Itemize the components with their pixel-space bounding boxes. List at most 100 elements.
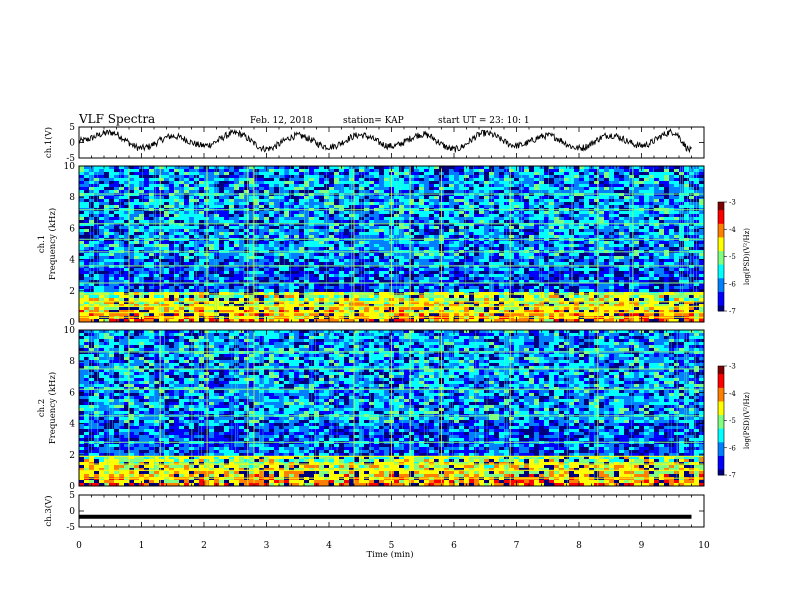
spectrogram-cell [144, 280, 150, 284]
spectrogram-cell [104, 169, 110, 173]
spectrogram-cell [234, 169, 240, 173]
spectrogram-cell [104, 229, 110, 233]
spectrogram-cell [124, 244, 130, 248]
spectrogram-cell [274, 241, 280, 245]
spectrogram-cell [244, 220, 250, 224]
spectrogram-cell [209, 319, 215, 323]
spectrogram-cell [314, 256, 320, 260]
spectrogram-cell [534, 256, 540, 260]
spectrogram-cell [174, 214, 180, 218]
spectrogram-cell [464, 268, 470, 272]
spectrogram-cell [184, 310, 190, 314]
spectrogram-cell [274, 298, 280, 302]
spectrogram-cell [234, 178, 240, 182]
spectrogram-cell [269, 295, 275, 299]
spectrogram-cell [544, 229, 550, 233]
spectrogram-cell [284, 259, 290, 263]
spectrogram-cell [454, 319, 460, 323]
spectrogram-cell [184, 319, 190, 323]
spectrogram-cell [354, 265, 360, 269]
spectrogram-cell [304, 196, 310, 200]
spectrogram-cell [314, 235, 320, 239]
spectrogram-cell [329, 226, 335, 230]
spectrogram-cell [144, 298, 150, 302]
spectrogram-cell [529, 178, 535, 182]
spectrogram-cell [84, 244, 90, 248]
spectrogram-cell [114, 172, 120, 176]
spectrogram-cell [249, 280, 255, 284]
spectrogram-cell [234, 253, 240, 257]
spectrogram-cell [544, 187, 550, 191]
spectrogram-cell [484, 313, 490, 317]
spectrogram-cell [119, 241, 125, 245]
spectrogram-cell [114, 169, 120, 173]
spectrogram-cell [529, 271, 535, 275]
spectrogram-cell [309, 178, 315, 182]
spectrogram-cell [474, 166, 480, 170]
spectrogram-cell [149, 226, 155, 230]
spectrogram-cell [184, 301, 190, 305]
spectrogram-cell [344, 196, 350, 200]
spectrogram-cell [384, 310, 390, 314]
spectrogram-cell [354, 232, 360, 236]
spectrogram-cell [494, 172, 500, 176]
spectrogram-cell [444, 247, 450, 251]
spectrogram-cell [539, 286, 545, 290]
spectrogram-cell [354, 169, 360, 173]
spectrogram-cell [124, 220, 130, 224]
spectrogram-cell [259, 175, 265, 179]
spectrogram-cell [449, 166, 455, 170]
spectrogram-cell [454, 265, 460, 269]
spectrogram-cell [429, 175, 435, 179]
spectrogram-cell [139, 226, 145, 230]
spectrogram-cell [429, 211, 435, 215]
spectrogram-cell [354, 172, 360, 176]
spectrogram-cell [184, 313, 190, 317]
spectrogram-cell [329, 319, 335, 323]
spectrogram-cell [399, 220, 405, 224]
spectrogram-cell [254, 277, 260, 281]
spectrogram-cell [239, 220, 245, 224]
spectrogram-cell [219, 178, 225, 182]
spectrogram-cell [479, 190, 485, 194]
spectrogram-cell [274, 169, 280, 173]
spectrogram-cell [314, 286, 320, 290]
spectrogram-cell [379, 226, 385, 230]
spectrogram-cell [459, 199, 465, 203]
spectrogram-cell [499, 295, 505, 299]
spectrogram-cell [279, 289, 285, 293]
spectrogram-cell [294, 235, 300, 239]
spectrogram-cell [234, 310, 240, 314]
spectrogram-cell [424, 172, 430, 176]
spectrogram-cell [359, 310, 365, 314]
spectrogram-cell [539, 226, 545, 230]
spectrogram-cell [494, 178, 500, 182]
spectrogram-cell [384, 268, 390, 272]
spectrogram-cell [379, 313, 385, 317]
spectrogram-cell [544, 268, 550, 272]
spectrogram-cell [454, 166, 460, 170]
spectrogram-cell [309, 241, 315, 245]
spectrogram-cell [99, 205, 105, 209]
spectrogram-cell [344, 289, 350, 293]
spectrogram-cell [79, 166, 85, 170]
spectrogram-cell [484, 223, 490, 227]
spectrogram-cell [244, 214, 250, 218]
spectrogram-cell [529, 214, 535, 218]
spectrogram-cell [269, 199, 275, 203]
spectrogram-cell [474, 286, 480, 290]
spectrogram-cell [509, 175, 515, 179]
spectrogram-cell [434, 283, 440, 287]
spectrogram-cell [104, 217, 110, 221]
spectrogram-cell [319, 274, 325, 278]
spectrogram-cell [239, 187, 245, 191]
spectrogram-cell [249, 307, 255, 311]
spectrogram-cell [269, 262, 275, 266]
spectrogram-cell [229, 256, 235, 260]
spectrogram-cell [539, 280, 545, 284]
spectrogram-cell [234, 196, 240, 200]
spectrogram-cell [449, 271, 455, 275]
spectrogram-cell [94, 190, 100, 194]
spectrogram-cell [424, 310, 430, 314]
spectrogram-cell [289, 259, 295, 263]
